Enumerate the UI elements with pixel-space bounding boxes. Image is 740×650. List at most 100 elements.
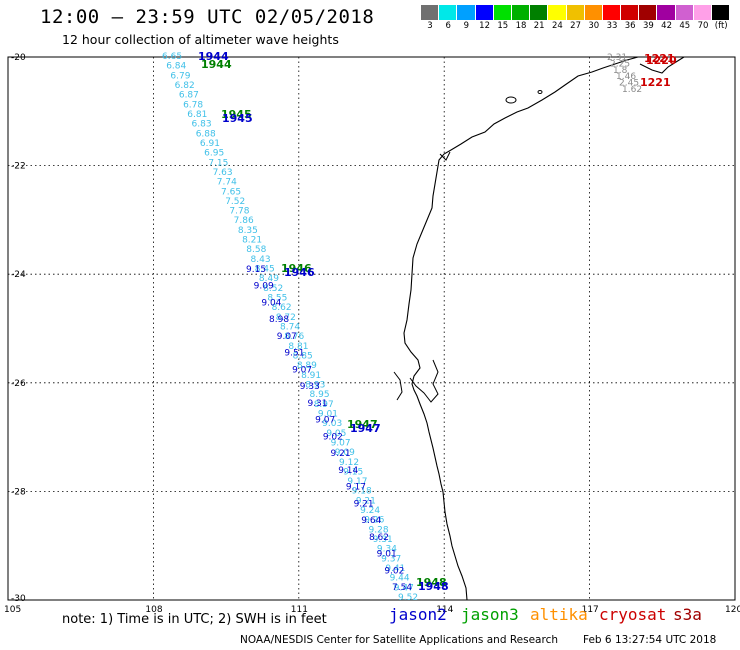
lat-tick-label: -20 bbox=[11, 53, 26, 63]
colorbar-cell bbox=[602, 5, 622, 20]
swh-value-blue: 8.98 bbox=[269, 315, 289, 325]
lon-tick-label: 105 bbox=[4, 605, 21, 615]
swh-value-cyan: 7.65 bbox=[221, 187, 241, 197]
swh-value-cyan: 8.95 bbox=[310, 390, 330, 400]
swh-value-gray: 1.8 bbox=[613, 66, 628, 76]
swh-value-cyan: 7.86 bbox=[234, 216, 254, 226]
swh-value-cyan: 9.18 bbox=[352, 487, 372, 497]
colorbar-cell bbox=[457, 5, 476, 20]
swh-value-cyan: 9.47 bbox=[394, 583, 414, 593]
map-subtitle: 12 hour collection of altimeter wave hei… bbox=[62, 32, 339, 47]
satellite-track-values: 6.656.846.796.826.876.786.816.836.886.91… bbox=[162, 52, 642, 603]
swh-value-cyan: 8.74 bbox=[280, 323, 300, 333]
colorbar-cell bbox=[530, 5, 549, 20]
lat-tick-label: -22 bbox=[11, 162, 26, 172]
lon-tick-label: 117 bbox=[582, 605, 599, 615]
colorbar-cell bbox=[566, 5, 585, 20]
swh-value-cyan: 6.88 bbox=[196, 129, 216, 139]
satellite-legend-s3a: s3a bbox=[673, 605, 702, 624]
swh-value-cyan: 9.07 bbox=[331, 438, 351, 448]
colorbar-label: 27 bbox=[570, 21, 582, 31]
colorbar-cell bbox=[511, 5, 531, 20]
swh-value-cyan: 9.12 bbox=[339, 458, 359, 468]
colorbar-cell bbox=[584, 5, 603, 20]
swh-value-cyan: 9.21 bbox=[356, 496, 376, 506]
swh-value-cyan: 6.81 bbox=[187, 110, 207, 120]
swh-value-blue: 9.33 bbox=[300, 382, 320, 392]
shark-bay-outline bbox=[409, 359, 439, 403]
track-time-label: 1947 bbox=[350, 422, 381, 435]
swh-value-cyan: 9.26 bbox=[364, 516, 384, 526]
barrow-island bbox=[505, 96, 517, 104]
colorbar-label: 45 bbox=[679, 21, 691, 31]
swh-value-gray: 2.25 bbox=[610, 59, 630, 69]
exmouth-gulf-outline bbox=[439, 151, 451, 161]
satellite-legend-jason3: jason3 bbox=[461, 605, 519, 624]
swh-value-cyan: 8.52 bbox=[263, 284, 283, 294]
swh-value-cyan: 6.83 bbox=[192, 120, 212, 130]
lat-tick-label: -30 bbox=[11, 594, 26, 604]
coastline-path bbox=[639, 56, 685, 74]
colorbar-label: 6 bbox=[445, 21, 451, 31]
lon-tick-label: 120 bbox=[725, 605, 740, 615]
swh-value-cyan: 6.79 bbox=[170, 71, 190, 81]
colorbar-cell bbox=[675, 5, 694, 20]
swh-value-blue: 9.31 bbox=[307, 399, 327, 409]
swh-value-blue: 9.51 bbox=[284, 349, 304, 359]
swh-value-blue: 7.54 bbox=[392, 583, 412, 593]
colorbar-cell bbox=[493, 5, 512, 20]
swh-value-blue: 9.07 bbox=[292, 365, 312, 375]
track-time-label: 1947 bbox=[347, 418, 378, 431]
swh-value-blue: 9.09 bbox=[254, 282, 274, 292]
swh-value-cyan: 8.89 bbox=[297, 361, 317, 371]
swh-value-cyan: 9.41 bbox=[385, 564, 405, 574]
colorbar-label: 39 bbox=[642, 21, 654, 31]
satellite-legend-jason2: jason2 bbox=[389, 605, 447, 624]
colorbar-label: 33 bbox=[606, 21, 618, 31]
swh-value-cyan: 9.01 bbox=[318, 409, 338, 419]
swh-value-gray: 2.45 bbox=[619, 79, 639, 89]
generation-timestamp: Feb 6 13:27:54 UTC 2018 bbox=[583, 634, 717, 646]
swh-value-cyan: 9.15 bbox=[343, 467, 363, 477]
colorbar-cell bbox=[621, 5, 640, 20]
colorbar-label: 12 bbox=[479, 21, 491, 31]
swh-value-gray: 1.62 bbox=[622, 85, 642, 95]
track-time-label: 1946 bbox=[281, 262, 312, 275]
swh-value-cyan: 6.95 bbox=[204, 149, 224, 159]
colorbar-label: 18 bbox=[515, 21, 527, 31]
swh-value-cyan: 8.81 bbox=[288, 342, 308, 352]
swh-value-cyan: 9.34 bbox=[377, 545, 397, 555]
swh-value-cyan: 7.15 bbox=[208, 158, 228, 168]
colorbar-cell bbox=[657, 5, 676, 20]
graticule bbox=[8, 57, 735, 600]
swh-value-cyan: 9.24 bbox=[360, 506, 380, 516]
swh-value-cyan: 9.28 bbox=[369, 525, 389, 535]
swh-value-cyan: 7.52 bbox=[225, 197, 245, 207]
swh-value-cyan: 8.93 bbox=[305, 380, 325, 390]
swh-value-cyan: 8.91 bbox=[301, 371, 321, 381]
swh-value-cyan: 9.52 bbox=[398, 593, 418, 603]
swh-value-blue: 9.21 bbox=[331, 449, 351, 459]
colorbar-cell bbox=[693, 5, 712, 20]
swh-value-blue: 9.15 bbox=[246, 265, 266, 275]
swh-value-cyan: 6.78 bbox=[183, 100, 203, 110]
swh-value-blue: 9.64 bbox=[361, 516, 381, 526]
colorbar-cell bbox=[475, 5, 494, 20]
bottom-note: note: 1) Time is in UTC; 2) SWH is in fe… bbox=[62, 612, 327, 627]
swh-value-blue: 9.21 bbox=[354, 499, 374, 509]
axis-tick-labels: 105 108 111 114 117 120 -20 -22 -24 -26 -28 -30 bbox=[4, 53, 740, 615]
swh-value-cyan: 8.97 bbox=[314, 400, 334, 410]
wave-height-colorbar bbox=[421, 5, 731, 20]
swh-value-cyan: 6.82 bbox=[175, 81, 195, 91]
map-frame bbox=[7, 56, 736, 601]
lat-tick-label: -24 bbox=[11, 270, 26, 280]
swh-value-cyan: 7.63 bbox=[213, 168, 233, 178]
credit-line: NOAA/NESDIS Center for Satellite Applica… bbox=[240, 634, 558, 646]
colorbar-cell bbox=[639, 5, 658, 20]
swh-value-blue: 9.07 bbox=[315, 416, 335, 426]
swh-value-cyan: 7.78 bbox=[229, 207, 249, 217]
dirk-hartog-island bbox=[393, 371, 403, 401]
track-time-label: 1946 bbox=[284, 266, 315, 279]
lon-tick-label: 108 bbox=[145, 605, 162, 615]
